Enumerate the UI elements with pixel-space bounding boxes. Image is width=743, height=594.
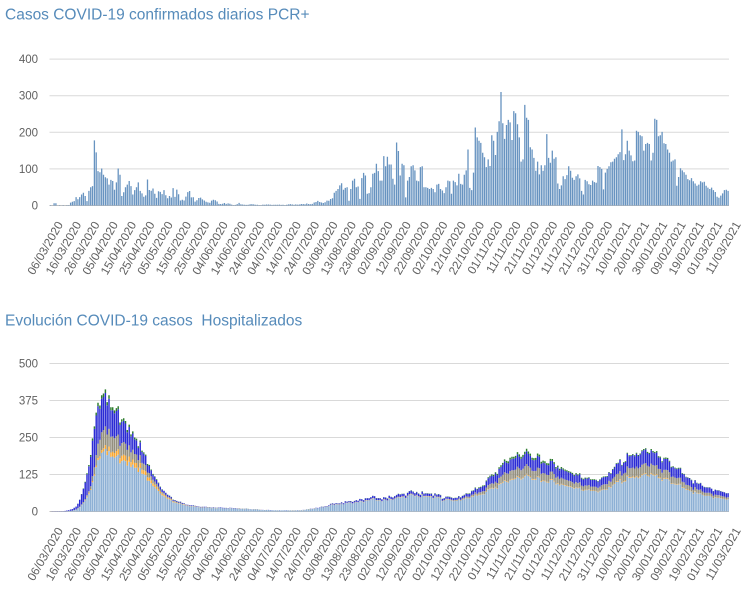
svg-text:400: 400 — [19, 54, 38, 66]
svg-text:300: 300 — [19, 91, 38, 103]
svg-text:0: 0 — [32, 201, 38, 213]
svg-text:Evolución COVID-19 casos Hosp: Evolución COVID-19 casos Hospitalizados — [5, 313, 302, 330]
svg-text:125: 125 — [19, 470, 38, 482]
svg-text:100: 100 — [19, 164, 38, 176]
svg-text:250: 250 — [19, 433, 38, 445]
svg-text:200: 200 — [19, 127, 38, 139]
svg-text:500: 500 — [19, 359, 38, 371]
svg-text:375: 375 — [19, 396, 38, 408]
svg-text:Casos COVID-19 confirmados dia: Casos COVID-19 confirmados diarios PCR+ — [5, 7, 310, 24]
svg-text:0: 0 — [32, 507, 38, 519]
